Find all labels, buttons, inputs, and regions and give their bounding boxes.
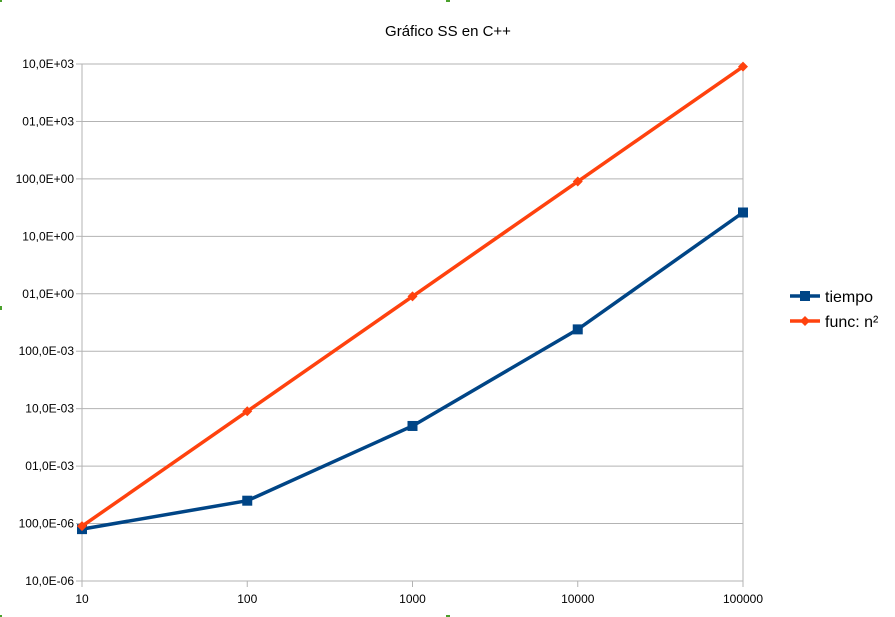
- series-func-n2-point: [407, 291, 418, 302]
- legend-func-n2-marker: [800, 316, 810, 326]
- y-tick-label: 10,0E+00: [22, 229, 74, 243]
- legend-tiempo-marker: [800, 291, 810, 301]
- chart-title: Gráfico SS en C++: [385, 23, 511, 40]
- y-tick-label: 100,0E-03: [19, 344, 75, 358]
- selection-handle-left: [0, 306, 2, 310]
- selection-handle-bottom-left: [0, 615, 2, 617]
- legend-tiempo-label: tiempo: [825, 289, 873, 306]
- series-tiempo-point: [738, 207, 748, 218]
- plot-frame: [81, 63, 744, 582]
- series-tiempo-line: [81, 211, 745, 531]
- y-tick-label: 100,0E+00: [16, 172, 75, 186]
- legend: tiempo func: n²: [790, 289, 879, 331]
- series-func-n2-point: [242, 406, 253, 417]
- series-func-n2-point: [572, 176, 583, 187]
- selection-handle-top-left: [0, 0, 2, 2]
- x-tick-label: 1000: [399, 592, 426, 606]
- selection-handle-bottom: [446, 615, 450, 617]
- series-layer: [77, 61, 748, 535]
- y-tick-label: 10,0E-03: [25, 402, 74, 416]
- y-tick-label: 10,0E-06: [25, 574, 74, 588]
- selection-handle-top: [446, 0, 450, 2]
- series-tiempo-point: [407, 420, 418, 431]
- series-tiempo-point: [242, 495, 253, 506]
- series-tiempo-point: [572, 324, 583, 335]
- y-axis: 10,0E-06 100,0E-06 01,0E-03 10,0E-03 100,0E-…: [16, 57, 82, 588]
- y-tick-label: 10,0E+03: [22, 57, 74, 71]
- y-tick-label: 01,0E+03: [22, 114, 74, 128]
- y-tick-label: 100,0E-06: [19, 517, 75, 531]
- x-tick-label: 100: [237, 592, 257, 606]
- y-tick-label: 01,0E+00: [22, 287, 74, 301]
- legend-func-n2-label: func: n²: [825, 314, 879, 331]
- x-tick-label: 10000: [561, 592, 595, 606]
- x-tick-label: 10: [75, 592, 89, 606]
- series-func-n2-point: [738, 61, 748, 72]
- series-func-n2-point: [77, 521, 87, 532]
- grid: [82, 120, 743, 525]
- x-axis: 10 100 1000 10000 100000: [75, 581, 763, 606]
- y-tick-label: 01,0E-03: [25, 459, 74, 473]
- x-tick-label: 100000: [723, 592, 763, 606]
